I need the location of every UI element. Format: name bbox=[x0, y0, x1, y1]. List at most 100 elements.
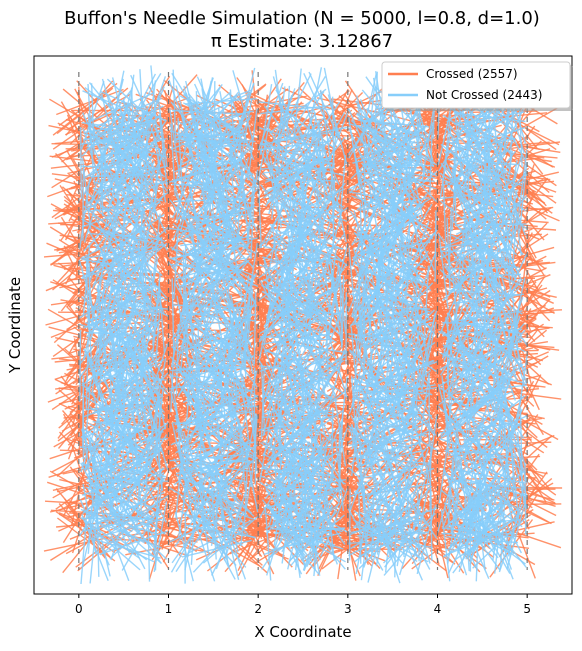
needle-not-crossed bbox=[459, 463, 508, 519]
needle-not-crossed bbox=[365, 441, 406, 503]
needle-not-crossed bbox=[90, 306, 160, 326]
needle-crossed bbox=[52, 243, 108, 291]
needle-not-crossed bbox=[352, 144, 422, 164]
needle-not-crossed bbox=[184, 524, 256, 539]
needle-not-crossed bbox=[279, 444, 340, 487]
needle-not-crossed bbox=[270, 287, 335, 322]
needle-not-crossed bbox=[339, 276, 343, 349]
needle-not-crossed bbox=[266, 504, 320, 555]
needle-not-crossed bbox=[355, 155, 420, 192]
needle-not-crossed bbox=[407, 192, 423, 264]
needle-not-crossed bbox=[449, 486, 489, 548]
needle-not-crossed bbox=[306, 67, 323, 138]
needle-not-crossed bbox=[443, 351, 491, 408]
needle-not-crossed bbox=[271, 224, 281, 296]
needle-not-crossed bbox=[283, 91, 325, 152]
needle-not-crossed bbox=[358, 517, 411, 570]
needle-not-crossed bbox=[151, 357, 167, 429]
needle-not-crossed bbox=[456, 408, 520, 447]
needle-not-crossed bbox=[283, 482, 320, 546]
needle-not-crossed bbox=[262, 246, 327, 282]
needle-not-crossed bbox=[288, 447, 308, 518]
needle-not-crossed bbox=[80, 517, 141, 559]
needle-not-crossed bbox=[174, 511, 194, 582]
needle-not-crossed bbox=[460, 467, 519, 511]
needle-not-crossed bbox=[85, 338, 89, 411]
needle-crossed bbox=[497, 152, 547, 207]
needle-not-crossed bbox=[281, 152, 309, 220]
needle-not-crossed bbox=[253, 367, 256, 440]
needle-not-crossed bbox=[108, 340, 124, 412]
needle-not-crossed bbox=[127, 371, 147, 442]
needle-not-crossed bbox=[299, 277, 333, 343]
needle-not-crossed bbox=[196, 148, 225, 217]
needle-crossed bbox=[56, 344, 112, 393]
needle-not-crossed bbox=[359, 265, 368, 338]
needle-not-crossed bbox=[118, 248, 144, 317]
needle-not-crossed bbox=[123, 332, 168, 391]
needle-not-crossed bbox=[475, 221, 486, 293]
needle-not-crossed bbox=[88, 493, 159, 509]
needle-not-crossed bbox=[486, 195, 501, 267]
needle-crossed bbox=[485, 355, 549, 393]
needle-not-crossed bbox=[368, 453, 417, 510]
needle-not-crossed bbox=[193, 236, 229, 301]
needle-not-crossed bbox=[278, 73, 312, 139]
needle-not-crossed bbox=[403, 470, 412, 543]
needle-not-crossed bbox=[79, 446, 152, 451]
needle-not-crossed bbox=[413, 486, 429, 558]
needle-not-crossed bbox=[96, 260, 160, 299]
needle-crossed bbox=[237, 505, 271, 572]
needle-not-crossed bbox=[452, 515, 497, 574]
needle-not-crossed bbox=[223, 491, 247, 561]
needle-not-crossed bbox=[107, 332, 140, 398]
needle-not-crossed bbox=[362, 271, 413, 325]
needle-not-crossed bbox=[426, 415, 438, 487]
needle-not-crossed bbox=[197, 100, 253, 149]
needle-not-crossed bbox=[96, 222, 116, 293]
needle-crossed bbox=[383, 163, 442, 208]
needle-not-crossed bbox=[117, 325, 137, 396]
needle-not-crossed bbox=[324, 349, 345, 420]
needle-not-crossed bbox=[420, 321, 437, 393]
needle-not-crossed bbox=[368, 149, 417, 205]
needle-not-crossed bbox=[361, 228, 400, 292]
needle-crossed bbox=[422, 110, 486, 147]
needle-not-crossed bbox=[493, 294, 500, 366]
needle-crossed bbox=[468, 270, 539, 289]
needle-not-crossed bbox=[82, 205, 140, 251]
needle-not-crossed bbox=[82, 168, 140, 215]
needle-not-crossed bbox=[198, 456, 258, 500]
needle-not-crossed bbox=[401, 102, 435, 168]
needle-crossed bbox=[58, 240, 130, 254]
needle-not-crossed bbox=[169, 108, 181, 180]
needle-not-crossed bbox=[174, 114, 196, 185]
needle-not-crossed bbox=[120, 186, 129, 258]
needle-not-crossed bbox=[287, 350, 302, 422]
needle-not-crossed bbox=[330, 270, 342, 342]
needle-not-crossed bbox=[114, 430, 163, 486]
needle-not-crossed bbox=[88, 530, 155, 563]
needle-not-crossed bbox=[219, 189, 242, 259]
needle-not-crossed bbox=[107, 431, 146, 494]
needle-not-crossed bbox=[430, 489, 433, 561]
needle-not-crossed bbox=[100, 93, 120, 164]
needle-not-crossed bbox=[171, 280, 215, 340]
needle-not-crossed bbox=[289, 127, 319, 195]
needle-not-crossed bbox=[185, 98, 257, 105]
needle-crossed bbox=[485, 209, 542, 258]
needle-not-crossed bbox=[387, 475, 411, 545]
needle-not-crossed bbox=[268, 88, 327, 134]
needle-not-crossed bbox=[200, 454, 205, 527]
needle-not-crossed bbox=[81, 461, 126, 521]
needle-not-crossed bbox=[399, 133, 432, 199]
needle-not-crossed bbox=[429, 440, 432, 513]
needle-not-crossed bbox=[206, 498, 231, 568]
needle-not-crossed bbox=[176, 277, 200, 347]
needle-not-crossed bbox=[102, 513, 130, 581]
needle-not-crossed bbox=[485, 143, 506, 213]
needle-not-crossed bbox=[130, 148, 168, 212]
needle-not-crossed bbox=[338, 376, 348, 448]
needle-not-crossed bbox=[261, 172, 321, 217]
needle-not-crossed bbox=[153, 501, 168, 573]
